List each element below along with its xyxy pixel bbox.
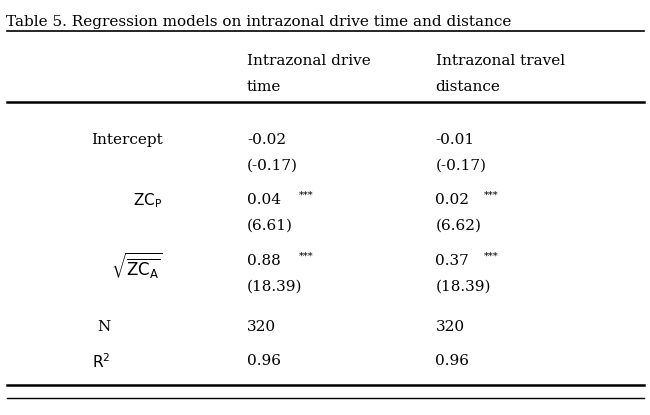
Text: 320: 320	[436, 320, 465, 334]
Text: ***: ***	[484, 251, 499, 261]
Text: 0.88: 0.88	[247, 254, 281, 268]
Text: $\mathrm{ZC_P}$: $\mathrm{ZC_P}$	[133, 191, 162, 210]
Text: ***: ***	[484, 190, 499, 200]
Text: distance: distance	[436, 80, 500, 94]
Text: (-0.17): (-0.17)	[436, 159, 486, 173]
Text: Intrazonal drive: Intrazonal drive	[247, 54, 370, 68]
Text: N: N	[98, 320, 111, 334]
Text: $\sqrt{\mathrm{\overline{ZC_A}}}$: $\sqrt{\mathrm{\overline{ZC_A}}}$	[111, 251, 162, 281]
Text: (6.61): (6.61)	[247, 219, 293, 233]
Text: 320: 320	[247, 320, 276, 334]
Text: Intrazonal travel: Intrazonal travel	[436, 54, 565, 68]
Text: (-0.17): (-0.17)	[247, 159, 298, 173]
Text: (6.62): (6.62)	[436, 219, 482, 233]
Text: ***: ***	[299, 251, 313, 261]
Text: time: time	[247, 80, 281, 94]
Text: 0.02: 0.02	[436, 193, 469, 207]
Text: -0.02: -0.02	[247, 133, 286, 147]
Text: 0.96: 0.96	[436, 354, 469, 368]
Text: 0.04: 0.04	[247, 193, 281, 207]
Text: (18.39): (18.39)	[247, 280, 302, 294]
Text: 0.96: 0.96	[247, 354, 281, 368]
Text: -0.01: -0.01	[436, 133, 474, 147]
Text: (18.39): (18.39)	[436, 280, 491, 294]
Text: Intercept: Intercept	[91, 133, 162, 147]
Text: ***: ***	[299, 190, 313, 200]
Text: $\mathrm{R^2}$: $\mathrm{R^2}$	[92, 352, 111, 371]
Text: 0.37: 0.37	[436, 254, 469, 268]
Text: Table 5. Regression models on intrazonal drive time and distance: Table 5. Regression models on intrazonal…	[6, 15, 512, 29]
